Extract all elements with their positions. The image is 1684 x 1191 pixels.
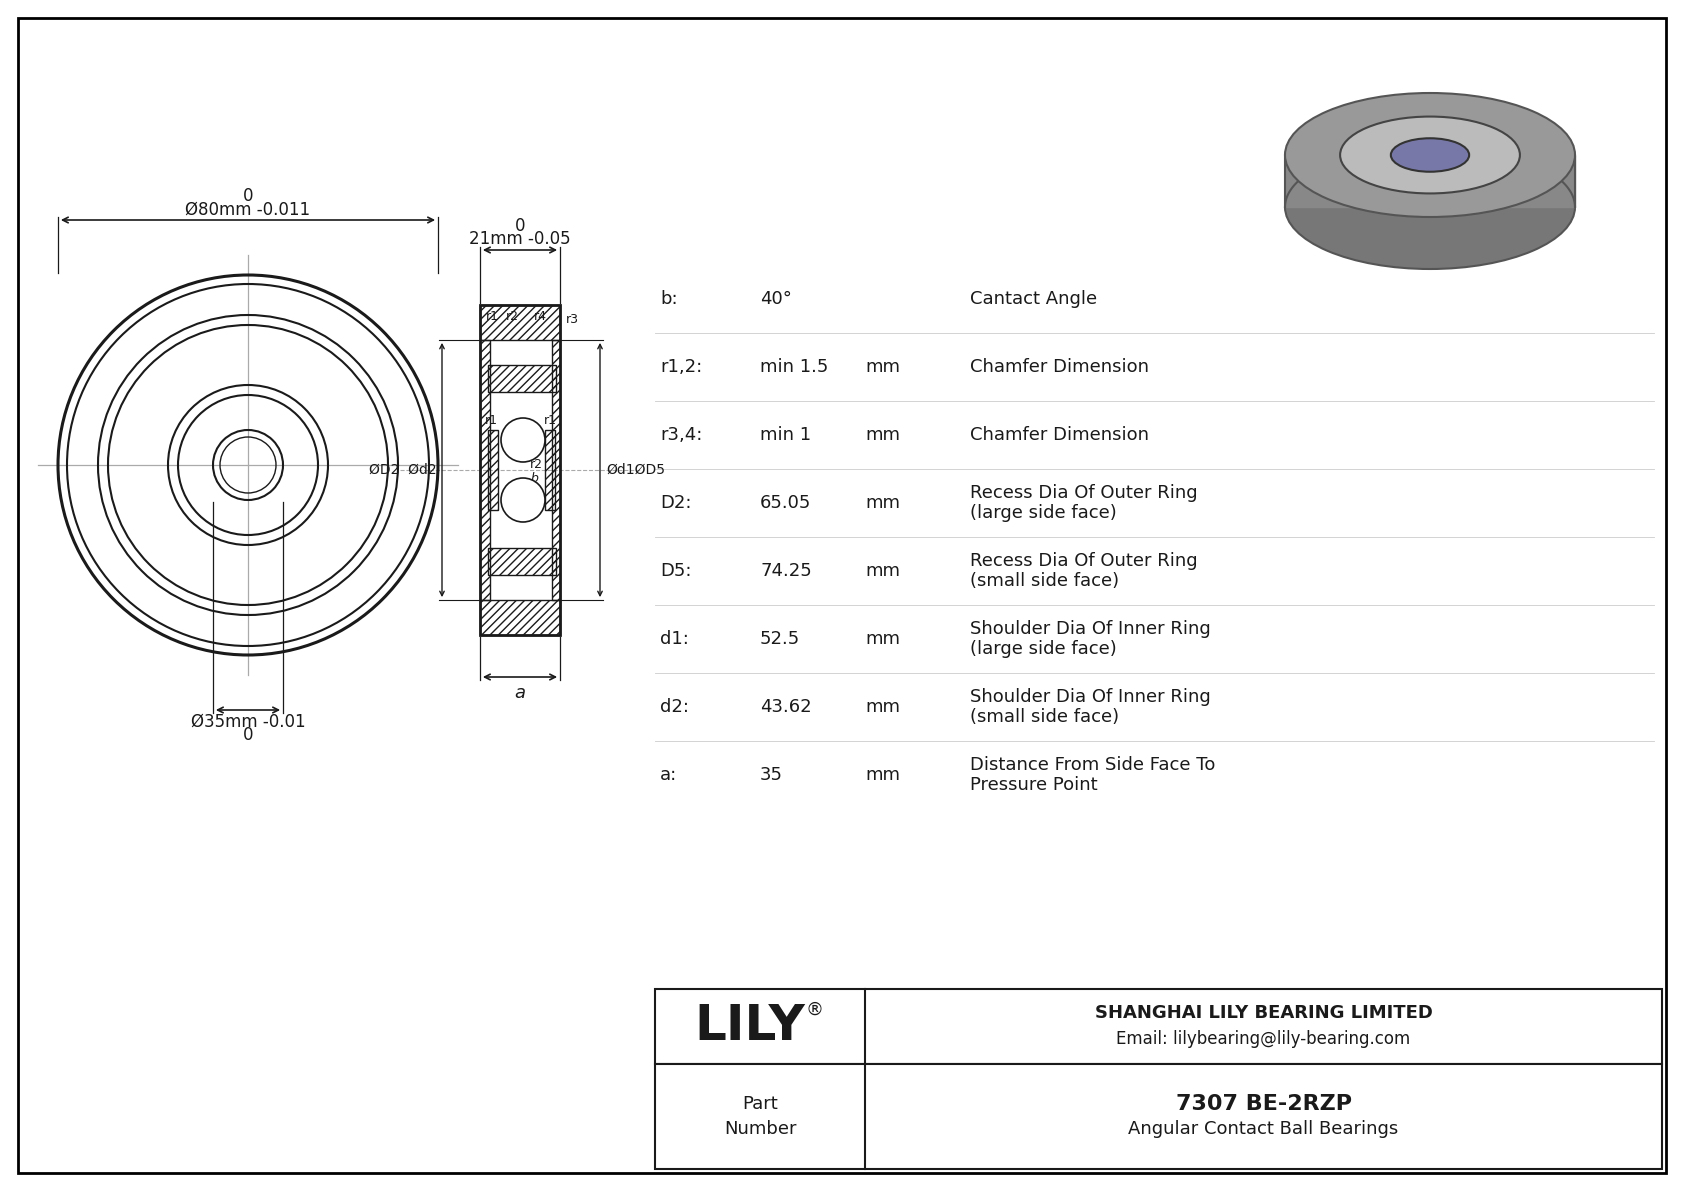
Bar — [480, 339, 490, 600]
Text: Cantact Angle: Cantact Angle — [970, 289, 1096, 308]
Text: 65.05: 65.05 — [759, 494, 812, 512]
Text: Distance From Side Face To: Distance From Side Face To — [970, 756, 1216, 774]
Text: Ø80mm -0.011: Ø80mm -0.011 — [185, 201, 310, 219]
Ellipse shape — [1285, 93, 1575, 217]
Circle shape — [502, 418, 546, 462]
Text: Angular Contact Ball Bearings: Angular Contact Ball Bearings — [1128, 1121, 1399, 1139]
Bar — [480, 600, 561, 635]
Text: D5:: D5: — [660, 562, 692, 580]
Text: (small side face): (small side face) — [970, 707, 1120, 727]
Text: 0: 0 — [242, 727, 253, 744]
Text: min 1.5: min 1.5 — [759, 358, 829, 376]
Text: b:: b: — [660, 289, 677, 308]
Text: Recess Dia Of Outer Ring: Recess Dia Of Outer Ring — [970, 484, 1197, 501]
Bar — [480, 305, 561, 339]
Text: D2:: D2: — [660, 494, 692, 512]
Text: LILY: LILY — [694, 1003, 805, 1050]
Text: Recess Dia Of Outer Ring: Recess Dia Of Outer Ring — [970, 551, 1197, 570]
Bar — [488, 364, 556, 392]
Text: b: b — [530, 472, 537, 485]
Bar — [552, 339, 561, 600]
Text: mm: mm — [866, 630, 899, 648]
Text: a:: a: — [660, 766, 677, 784]
Bar — [480, 305, 561, 635]
Text: r1: r1 — [485, 413, 497, 426]
Polygon shape — [1285, 155, 1575, 207]
Text: mm: mm — [866, 698, 899, 716]
Bar — [655, 989, 1662, 1064]
Text: d2:: d2: — [660, 698, 689, 716]
Text: r2: r2 — [529, 459, 542, 472]
Bar — [655, 1064, 1662, 1170]
Text: r2: r2 — [505, 310, 519, 323]
Text: SHANGHAI LILY BEARING LIMITED: SHANGHAI LILY BEARING LIMITED — [1095, 1004, 1433, 1023]
Text: Ød1ØD5: Ød1ØD5 — [606, 463, 665, 478]
Text: r3,4:: r3,4: — [660, 426, 702, 444]
Text: mm: mm — [866, 494, 899, 512]
Text: 21mm -0.05: 21mm -0.05 — [470, 230, 571, 248]
Text: Chamfer Dimension: Chamfer Dimension — [970, 426, 1148, 444]
Text: mm: mm — [866, 426, 899, 444]
Text: ØD2  Ød2: ØD2 Ød2 — [369, 463, 438, 478]
Text: Shoulder Dia Of Inner Ring: Shoulder Dia Of Inner Ring — [970, 621, 1211, 638]
Text: 43.62: 43.62 — [759, 698, 812, 716]
Text: (small side face): (small side face) — [970, 572, 1120, 590]
Text: 40°: 40° — [759, 289, 791, 308]
Text: min 1: min 1 — [759, 426, 812, 444]
Text: mm: mm — [866, 766, 899, 784]
Text: r1,2:: r1,2: — [660, 358, 702, 376]
Bar — [488, 430, 498, 510]
Text: mm: mm — [866, 562, 899, 580]
Text: r1: r1 — [544, 413, 556, 426]
Text: Ø35mm -0.01: Ø35mm -0.01 — [190, 713, 305, 731]
Text: Chamfer Dimension: Chamfer Dimension — [970, 358, 1148, 376]
Text: mm: mm — [866, 358, 899, 376]
Text: r3: r3 — [566, 313, 579, 326]
Text: (large side face): (large side face) — [970, 504, 1116, 522]
Bar — [488, 548, 556, 575]
Text: r1: r1 — [485, 310, 498, 323]
Ellipse shape — [1391, 138, 1468, 172]
Text: a: a — [515, 684, 525, 701]
Text: 0: 0 — [515, 217, 525, 235]
Text: (large side face): (large side face) — [970, 640, 1116, 657]
Text: Pressure Point: Pressure Point — [970, 777, 1098, 794]
Ellipse shape — [1285, 145, 1575, 269]
Text: 0: 0 — [242, 187, 253, 205]
Text: r4: r4 — [534, 310, 547, 323]
Text: d1:: d1: — [660, 630, 689, 648]
Bar — [546, 430, 556, 510]
Text: 7307 BE-2RZP: 7307 BE-2RZP — [1175, 1093, 1352, 1114]
Circle shape — [502, 478, 546, 522]
Text: Part
Number: Part Number — [724, 1095, 797, 1137]
Text: 52.5: 52.5 — [759, 630, 800, 648]
Text: 74.25: 74.25 — [759, 562, 812, 580]
Ellipse shape — [1340, 117, 1521, 193]
Text: 35: 35 — [759, 766, 783, 784]
Text: Shoulder Dia Of Inner Ring: Shoulder Dia Of Inner Ring — [970, 688, 1211, 706]
Text: r2: r2 — [504, 442, 517, 455]
Text: ®: ® — [807, 1000, 823, 1018]
Text: Email: lilybearing@lily-bearing.com: Email: lilybearing@lily-bearing.com — [1116, 1030, 1411, 1048]
